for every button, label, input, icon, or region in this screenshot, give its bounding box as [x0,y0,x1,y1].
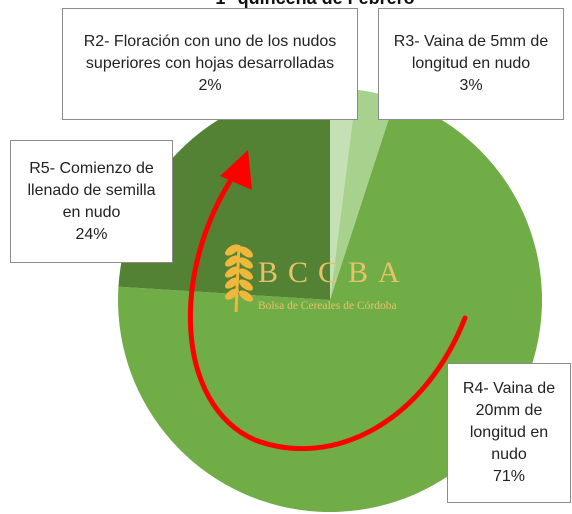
logo-grain [239,257,253,269]
arrow [187,169,468,451]
pie-slice [118,98,542,512]
logo-grain [239,290,253,302]
label-value: 24% [75,225,108,243]
label-category: R5- Comienzo de llenado de semilla en nu… [27,159,156,221]
logo-grain [239,279,253,291]
label-category: R3- Vaina de 5mm de longitud en nudo [393,33,549,72]
logo-grain [225,255,239,267]
data-label: R2- Floración con uno de los nudos super… [62,8,358,120]
label-value: 2% [198,77,222,94]
logo-grain [239,268,253,280]
data-label: R3- Vaina de 5mm de longitud en nudo 3% [378,8,564,120]
logo-name: BCCBA [258,256,410,289]
logo-grain [225,266,239,278]
data-label: R5- Comienzo de llenado de semilla en nu… [10,140,173,263]
label-value: 71% [492,468,526,485]
logo-grain [239,246,253,258]
arrow-head [220,150,252,190]
logo-subtitle: Bolsa de Cereales de Córdoba [258,300,397,312]
logo-grain [225,277,239,289]
logo-grain [225,244,239,256]
logo-stem [234,244,241,313]
label-value: 3% [459,77,483,94]
label-category: R2- Floración con uno de los nudos super… [83,33,337,72]
data-label: R4- Vaina de 20mm de longitud en nudo 71% [447,363,571,503]
logo: BCCBA Bolsa de Cereales de Córdoba [225,244,410,313]
pie-slice [330,89,396,300]
label-category: R4- Vaina de 20mm de longitud en nudo [462,380,556,463]
pie-slice [330,88,357,300]
chart-title: 1° quincena de Febrero [0,0,572,9]
